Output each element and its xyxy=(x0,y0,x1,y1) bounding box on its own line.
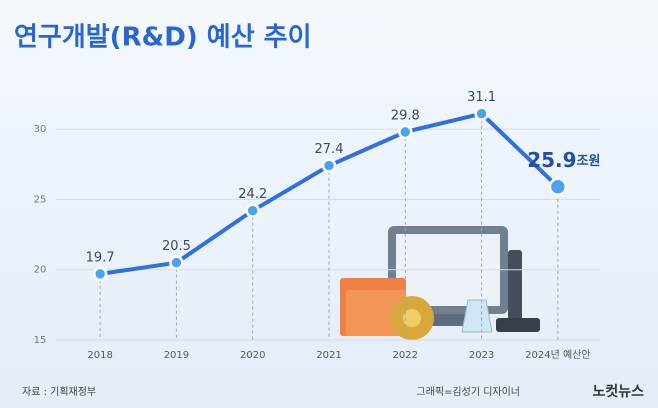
x-tick-label: 2019 xyxy=(164,350,189,361)
logo: 노컷뉴스 xyxy=(592,383,644,400)
marker xyxy=(169,255,184,270)
y-tick-label: 20 xyxy=(34,265,47,276)
value-number: 25.9 xyxy=(527,147,576,171)
marker xyxy=(548,177,568,197)
value-label: 29.8 xyxy=(391,108,420,123)
y-tick-label: 15 xyxy=(34,335,47,346)
value-label: 20.5 xyxy=(162,239,191,254)
marker xyxy=(92,266,108,282)
marker xyxy=(321,158,337,173)
value-label: 25.9조원 xyxy=(527,147,600,171)
value-label: 27.4 xyxy=(315,142,344,157)
y-tick-label: 30 xyxy=(34,124,47,135)
y-tick-label: 25 xyxy=(34,194,47,205)
chart-title: 연구개발(R&D) 예산 추이 xyxy=(14,23,312,53)
x-tick-label: 2018 xyxy=(87,350,112,361)
x-tick-label: 2024년 예산안 xyxy=(525,349,590,361)
source: 자료 : 기획재정부 xyxy=(22,386,96,398)
marker xyxy=(474,106,489,121)
value-label: 24.2 xyxy=(238,187,267,202)
value-unit: 조원 xyxy=(577,153,601,168)
value-label: 19.7 xyxy=(86,250,115,265)
marker xyxy=(245,203,260,218)
x-tick-label: 2020 xyxy=(240,350,265,361)
x-tick-label: 2021 xyxy=(316,350,341,361)
credit: 그래픽=김성기 디자이너 xyxy=(416,386,520,398)
value-label: 31.1 xyxy=(467,90,496,105)
x-tick-label: 2022 xyxy=(393,350,418,361)
marker xyxy=(398,124,413,140)
x-tick-label: 2023 xyxy=(469,350,494,361)
